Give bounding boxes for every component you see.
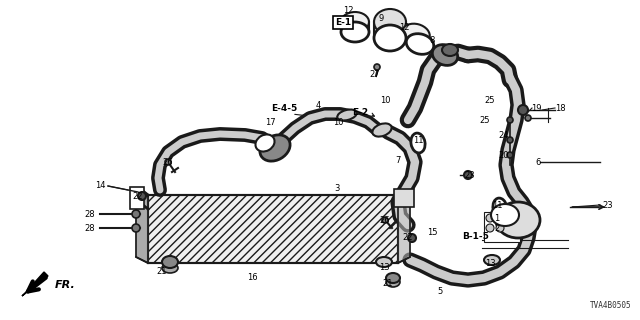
Circle shape — [464, 171, 472, 179]
Ellipse shape — [496, 202, 540, 238]
Polygon shape — [22, 272, 48, 296]
Text: TVA4B0505: TVA4B0505 — [590, 301, 632, 310]
Circle shape — [382, 217, 388, 223]
Ellipse shape — [411, 133, 425, 153]
Text: 1: 1 — [494, 213, 500, 222]
Text: E-4-5: E-4-5 — [271, 103, 297, 113]
Ellipse shape — [255, 134, 275, 152]
Text: 14: 14 — [95, 180, 105, 189]
Ellipse shape — [372, 124, 392, 137]
Text: 5: 5 — [437, 287, 443, 297]
Text: 13: 13 — [484, 260, 495, 268]
Text: 7: 7 — [396, 156, 401, 164]
Text: 10: 10 — [380, 95, 390, 105]
Ellipse shape — [386, 273, 400, 283]
Text: 19: 19 — [531, 103, 541, 113]
Text: 25: 25 — [484, 95, 495, 105]
Text: 23: 23 — [603, 201, 613, 210]
Bar — [130, 187, 144, 209]
Circle shape — [132, 224, 140, 232]
Text: B-1-5: B-1-5 — [463, 231, 490, 241]
Ellipse shape — [374, 25, 406, 51]
Ellipse shape — [493, 198, 507, 218]
Text: 22: 22 — [132, 191, 143, 201]
Ellipse shape — [341, 12, 369, 32]
Ellipse shape — [402, 24, 430, 44]
Circle shape — [486, 214, 494, 222]
Circle shape — [486, 224, 494, 232]
Ellipse shape — [406, 34, 434, 54]
Ellipse shape — [260, 135, 290, 161]
Circle shape — [496, 224, 504, 232]
Text: 13: 13 — [379, 262, 389, 271]
Text: 4: 4 — [316, 100, 321, 109]
Text: 26: 26 — [163, 157, 173, 166]
Circle shape — [374, 64, 380, 70]
Text: 12: 12 — [343, 5, 353, 14]
Text: 20: 20 — [499, 150, 509, 159]
Text: 22: 22 — [403, 233, 413, 242]
Circle shape — [507, 152, 513, 158]
Text: 21: 21 — [157, 267, 167, 276]
Text: 12: 12 — [399, 22, 409, 31]
Text: FR.: FR. — [55, 280, 76, 290]
Circle shape — [507, 117, 513, 123]
Circle shape — [408, 234, 416, 242]
Ellipse shape — [491, 204, 519, 226]
Text: E-2: E-2 — [352, 108, 368, 116]
Polygon shape — [398, 195, 410, 263]
Polygon shape — [136, 195, 148, 263]
Text: 3: 3 — [334, 183, 340, 193]
Text: 15: 15 — [427, 228, 437, 236]
Ellipse shape — [374, 9, 406, 35]
Ellipse shape — [442, 44, 458, 56]
Text: 6: 6 — [535, 157, 541, 166]
Text: 26: 26 — [380, 215, 390, 225]
Ellipse shape — [484, 255, 500, 265]
Circle shape — [132, 210, 140, 218]
Text: 17: 17 — [265, 117, 275, 126]
Ellipse shape — [337, 109, 356, 120]
Circle shape — [525, 115, 531, 121]
Bar — [148, 195, 398, 263]
Text: 27: 27 — [370, 69, 380, 78]
Ellipse shape — [341, 22, 369, 42]
Circle shape — [165, 159, 171, 165]
Text: E-1: E-1 — [335, 18, 351, 27]
Ellipse shape — [162, 263, 178, 273]
Ellipse shape — [376, 257, 392, 267]
Text: 18: 18 — [555, 103, 565, 113]
Ellipse shape — [432, 44, 458, 65]
Text: 24: 24 — [499, 131, 509, 140]
Ellipse shape — [386, 277, 400, 287]
Circle shape — [507, 137, 513, 143]
Circle shape — [496, 214, 504, 222]
Text: 10: 10 — [333, 117, 343, 126]
Text: 16: 16 — [246, 274, 257, 283]
Ellipse shape — [162, 256, 178, 268]
Text: 11: 11 — [413, 135, 423, 145]
Text: 25: 25 — [480, 116, 490, 124]
Bar — [394, 189, 414, 207]
Text: 23: 23 — [465, 171, 476, 180]
Text: 11: 11 — [492, 201, 502, 210]
Text: 8: 8 — [429, 36, 435, 44]
Text: 2: 2 — [494, 223, 500, 233]
Text: 28: 28 — [84, 223, 95, 233]
Text: 9: 9 — [378, 13, 383, 22]
Text: 28: 28 — [84, 210, 95, 219]
Text: 21: 21 — [383, 278, 393, 287]
Circle shape — [518, 105, 528, 115]
Circle shape — [138, 192, 146, 200]
Bar — [484, 212, 520, 242]
